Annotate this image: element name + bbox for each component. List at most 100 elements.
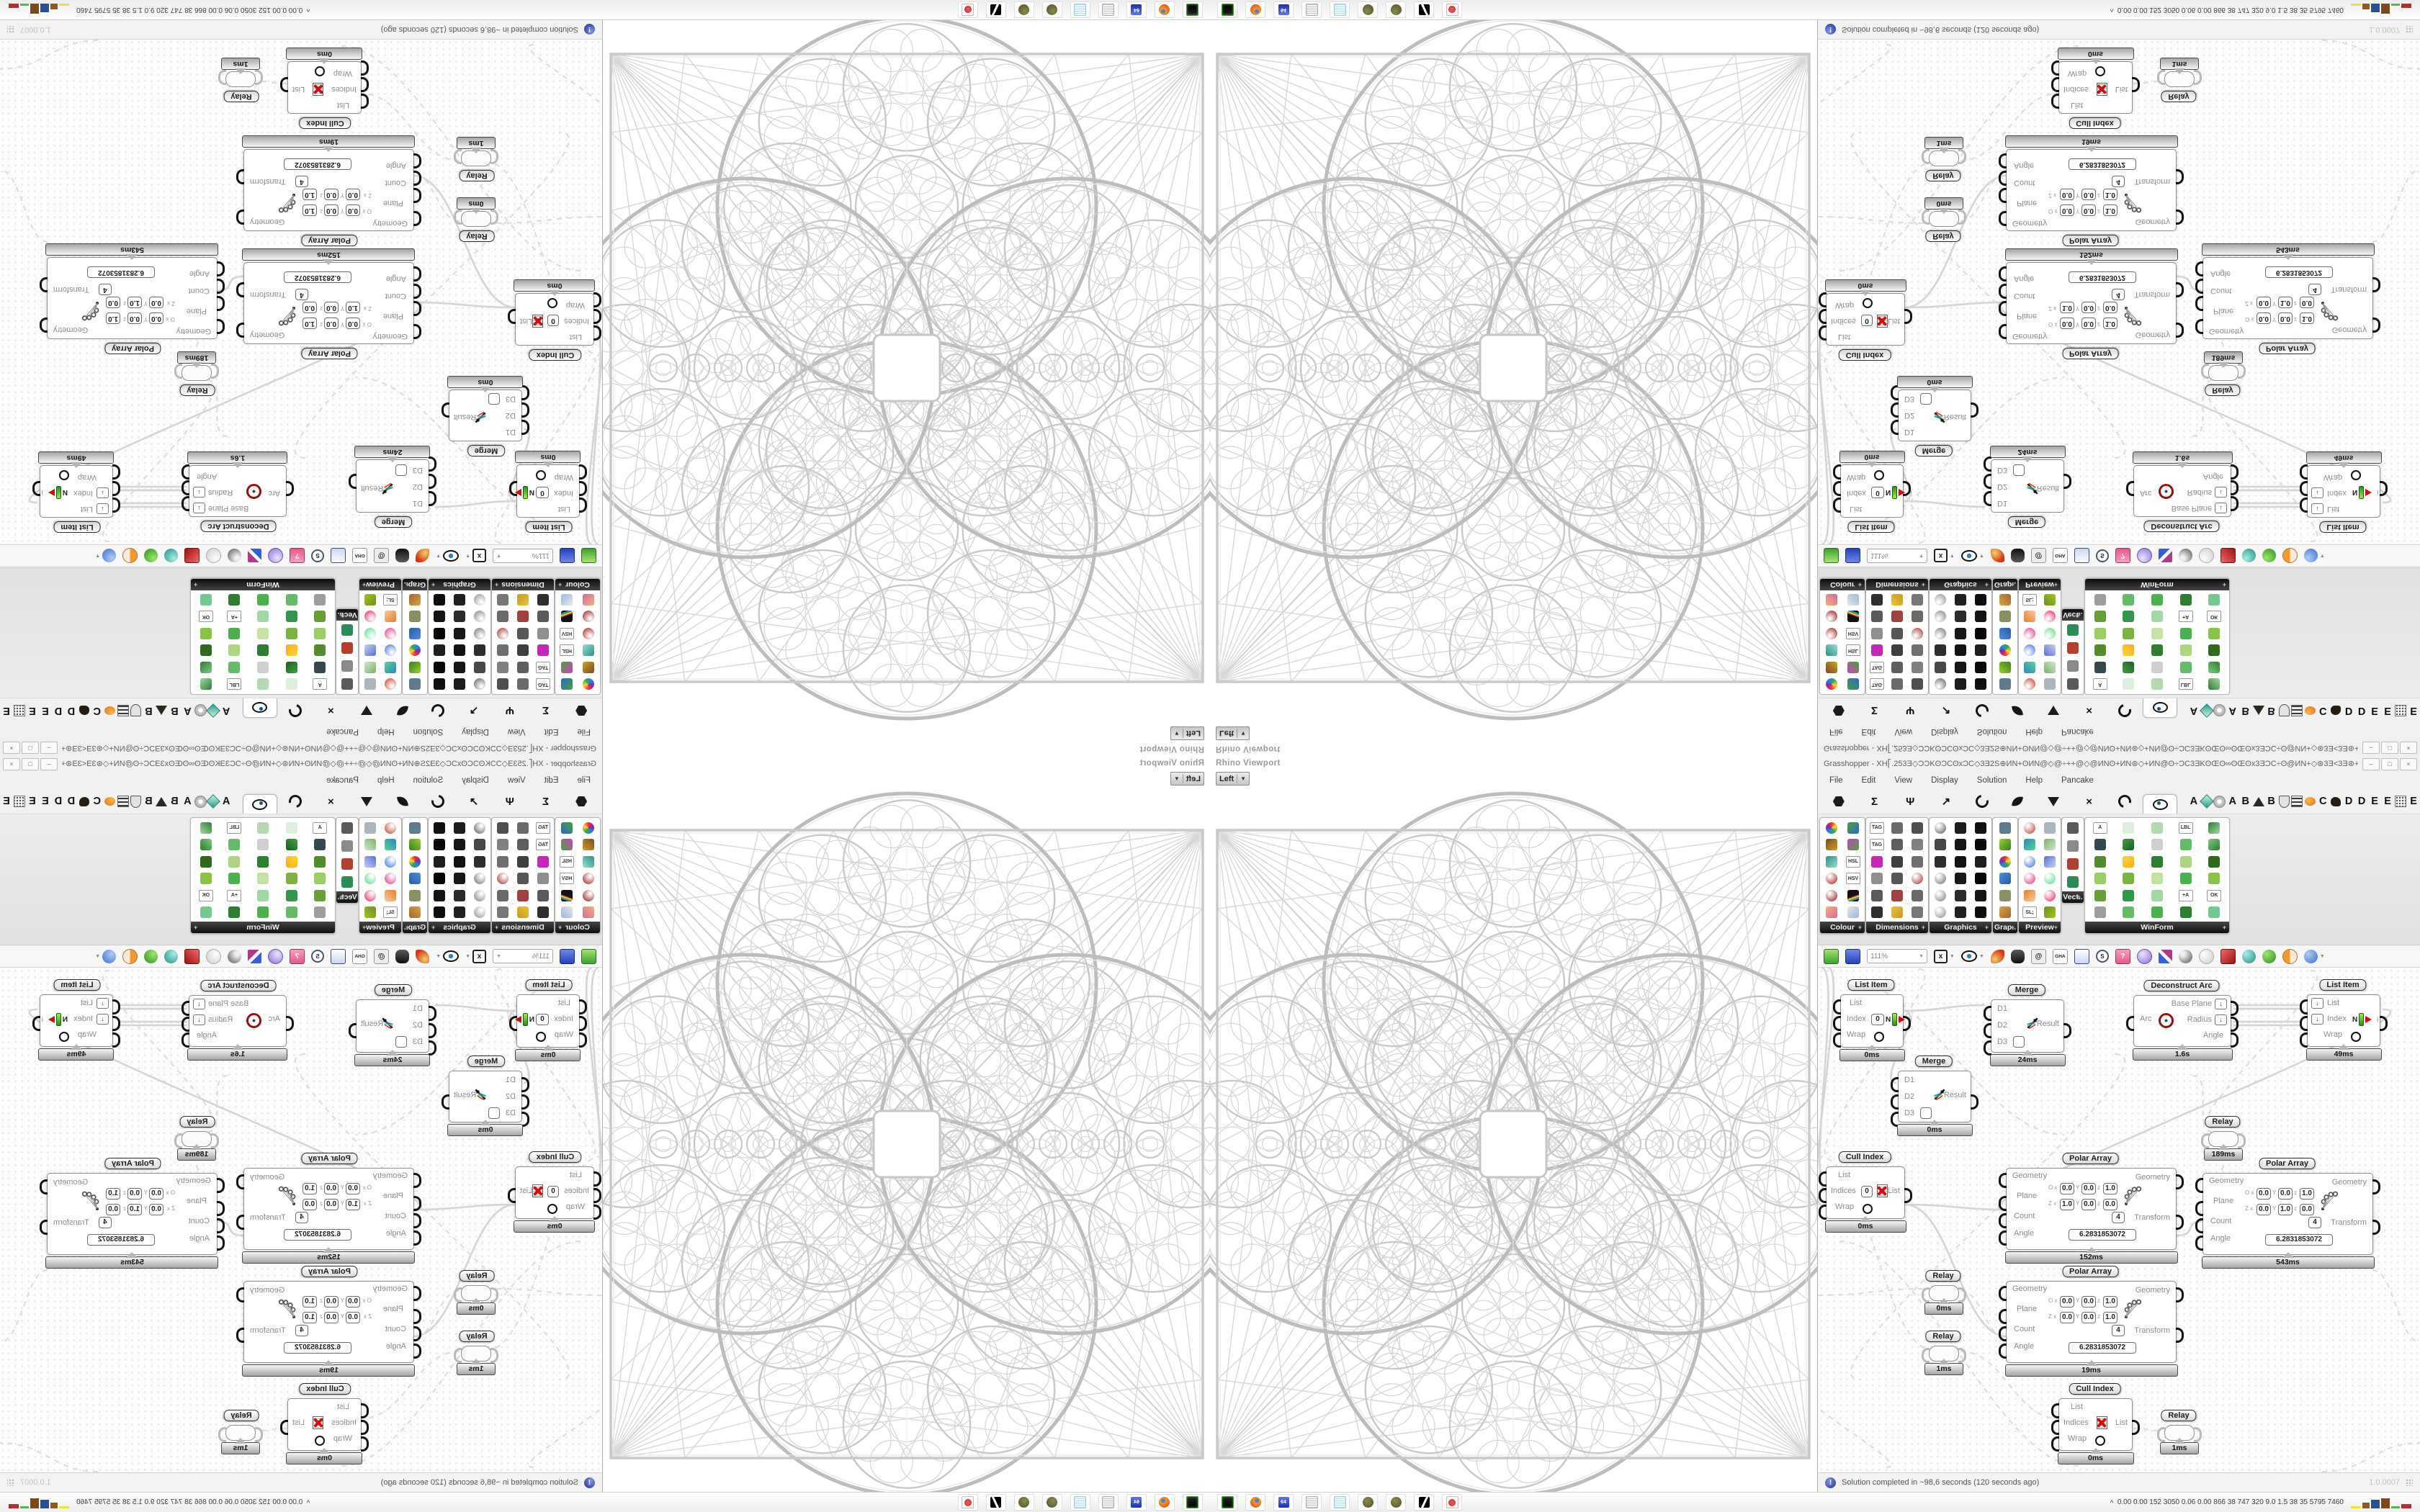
palette-label[interactable]: WinForm + xyxy=(191,579,335,590)
surface-tab-icon[interactable] xyxy=(385,789,421,814)
output-port[interactable] xyxy=(508,309,516,324)
open-file-icon[interactable] xyxy=(1824,548,1839,564)
output-port[interactable] xyxy=(218,1427,226,1442)
chevron-down-icon[interactable]: ▼ xyxy=(2319,953,2325,959)
mesh-tab-icon[interactable] xyxy=(2035,789,2071,814)
palette-icon[interactable] xyxy=(341,624,353,636)
palette-icon[interactable] xyxy=(1847,906,1859,919)
value-box[interactable]: 6.2831853072 xyxy=(284,1229,351,1241)
value-box[interactable]: 1.0 xyxy=(302,204,317,216)
palette-label[interactable]: Preview + xyxy=(2019,579,2061,590)
menu-display[interactable]: Display xyxy=(1931,776,1958,785)
plugin-tab-a2[interactable]: A xyxy=(184,796,192,807)
palette-icon[interactable] xyxy=(454,678,465,690)
palette-icon[interactable] xyxy=(314,627,326,639)
plugin-tab-shield-icon[interactable] xyxy=(130,789,143,814)
plugin-tab-shield-icon[interactable] xyxy=(130,698,143,723)
palette-icon[interactable] xyxy=(200,906,212,919)
value-box[interactable]: 0 xyxy=(1871,1014,1884,1025)
palette-icon[interactable] xyxy=(200,678,212,690)
surface-tab-icon[interactable] xyxy=(1999,789,2035,814)
palette-expand-icon[interactable]: + xyxy=(339,894,344,901)
palette-icon[interactable]: LBL xyxy=(2178,678,2193,690)
palette-icon[interactable]: TAG xyxy=(536,661,550,673)
palette-icon[interactable] xyxy=(228,661,241,673)
palette-label[interactable]: Colour + xyxy=(1820,922,1865,933)
value-box[interactable]: 0.0 xyxy=(324,318,339,329)
palette-icon[interactable] xyxy=(1935,873,1946,885)
palette-icon[interactable] xyxy=(1847,839,1859,851)
menu-edit[interactable]: Edit xyxy=(1861,776,1876,785)
palette-icon[interactable] xyxy=(2151,661,2163,673)
plugin-tab-waffle-icon[interactable] xyxy=(2290,789,2303,814)
output-port[interactable] xyxy=(236,210,244,225)
palette-expand-icon[interactable]: + xyxy=(194,924,198,931)
palette-icon[interactable] xyxy=(2044,644,2056,657)
plugin-tab-bird-icon[interactable] xyxy=(78,698,91,723)
plugin-tab-waffle-icon[interactable] xyxy=(2290,698,2303,723)
palette-icon[interactable] xyxy=(2067,642,2079,654)
value-box[interactable]: 1.0 xyxy=(2060,302,2074,313)
value-box[interactable]: 0.0 xyxy=(2060,1183,2074,1194)
palette-icon[interactable] xyxy=(314,906,326,919)
input-port[interactable] xyxy=(2195,1201,2203,1216)
input-port[interactable] xyxy=(2126,1016,2134,1031)
firefox-icon[interactable] xyxy=(1245,1494,1265,1511)
wrap-toggle[interactable] xyxy=(1863,298,1873,308)
plugin-tab-bird-icon[interactable] xyxy=(2329,698,2342,723)
input-port[interactable] xyxy=(1819,325,1827,341)
palette-icon[interactable] xyxy=(364,873,376,885)
palette-icon[interactable] xyxy=(285,855,297,868)
palette-icon[interactable]: LBL xyxy=(2178,822,2193,834)
palette-expand-icon[interactable]: + xyxy=(1921,581,1925,588)
palette-label[interactable]: Graphics + xyxy=(1930,579,1991,590)
palette-icon[interactable] xyxy=(2044,611,2056,623)
preview-teal-ball-icon[interactable] xyxy=(164,949,179,963)
palette-expand-icon[interactable]: + xyxy=(339,611,344,618)
value-box[interactable]: 0.0 xyxy=(2278,1188,2293,1200)
value-box[interactable]: 0.0 xyxy=(149,312,163,324)
plugin-tab-c[interactable]: C xyxy=(2319,705,2327,716)
tray-expand-icon[interactable]: ^ xyxy=(306,1498,310,1506)
palette-icon[interactable] xyxy=(434,593,445,606)
node-pill-polar-array[interactable]: Polar Array xyxy=(2062,235,2119,246)
plugin-tab-b1[interactable]: B xyxy=(171,705,179,716)
palette-icon[interactable]: OK xyxy=(2207,611,2222,623)
plugin-tab-d1[interactable]: D xyxy=(2344,796,2353,807)
value-box[interactable]: 0.0 xyxy=(2060,204,2074,216)
palette-label[interactable]: Graphics + xyxy=(1930,922,1991,933)
palette-icon[interactable] xyxy=(2094,644,2106,657)
palette-icon[interactable] xyxy=(1955,611,1966,623)
palette-icon[interactable] xyxy=(409,822,421,834)
intersect-tab-icon[interactable]: × xyxy=(2071,789,2107,814)
output-port[interactable] xyxy=(508,1188,516,1203)
plugin-tab-e3[interactable]: E xyxy=(2410,705,2417,716)
input-port[interactable] xyxy=(1833,1016,1841,1031)
script-icon[interactable] xyxy=(1301,1,1322,18)
palette-icon[interactable] xyxy=(1891,627,1903,639)
chevron-down-icon[interactable]: ▼ xyxy=(436,953,442,959)
palette-icon[interactable] xyxy=(561,822,573,834)
node-mg2[interactable]: D1 D2 D3 Result xyxy=(442,385,529,441)
terminal-icon[interactable] xyxy=(1217,1,1237,18)
palette-icon[interactable] xyxy=(497,839,508,851)
value-box[interactable]: 0.0 xyxy=(2257,1204,2271,1215)
palette-icon[interactable]: TAG xyxy=(1870,661,1884,673)
palette-icon[interactable] xyxy=(434,873,445,885)
palette-icon[interactable] xyxy=(583,611,594,623)
node-pill-relay[interactable]: Relay xyxy=(1925,1331,1961,1342)
input-port[interactable] xyxy=(1819,1171,1827,1187)
value-box[interactable]: 6.2831853072 xyxy=(87,266,155,278)
input-port[interactable] xyxy=(1984,474,1991,489)
palette-icon[interactable] xyxy=(1935,644,1946,657)
value-box[interactable]: 0.0 xyxy=(2300,1204,2314,1215)
ribbon-x-icon[interactable] xyxy=(248,549,262,563)
palette-icon[interactable] xyxy=(1912,873,1923,885)
titlebar[interactable]: Grasshopper - XH⎡.253Ǝ◇ƆƆKʘƆCʘxƆC◇3Ǝ2S⊕И… xyxy=(0,756,602,772)
palette-icon[interactable] xyxy=(2151,627,2163,639)
input-port[interactable] xyxy=(1999,1326,2007,1341)
gumball-icon[interactable] xyxy=(268,548,284,564)
menu-display[interactable]: Display xyxy=(1931,727,1958,736)
palette-icon[interactable] xyxy=(454,889,465,901)
